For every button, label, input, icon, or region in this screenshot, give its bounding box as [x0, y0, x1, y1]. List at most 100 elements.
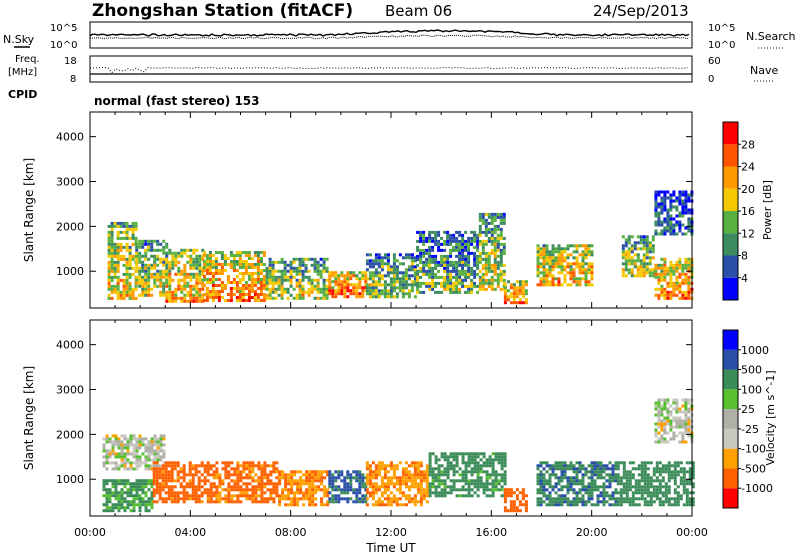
range-gate-cell: [230, 467, 234, 471]
range-gate-cell: [490, 284, 494, 288]
range-gate-cell: [509, 295, 513, 299]
range-gate-cell: [386, 494, 390, 498]
range-gate-cell: [168, 263, 172, 267]
range-gate-cell: [150, 443, 154, 447]
range-gate-cell: [125, 287, 129, 291]
range-gate-cell: [572, 262, 576, 266]
range-gate-cell: [380, 476, 384, 480]
range-gate-cell: [545, 464, 549, 468]
range-gate-cell: [621, 274, 625, 278]
range-gate-cell: [422, 473, 426, 477]
range-gate-cell: [416, 461, 420, 465]
range-gate-cell: [135, 455, 139, 459]
range-gate-cell: [551, 244, 555, 248]
range-gate-cell: [116, 269, 120, 273]
range-gate-cell: [551, 253, 555, 257]
range-gate-cell: [652, 485, 656, 489]
range-gate-cell: [434, 230, 438, 234]
range-gate-cell: [180, 287, 184, 291]
range-gate-cell: [682, 467, 686, 471]
range-gate-cell: [377, 473, 381, 477]
range-gate-cell: [265, 275, 269, 279]
range-gate-cell: [102, 437, 106, 441]
range-gate-cell: [159, 275, 163, 279]
range-gate-cell: [368, 286, 372, 290]
range-gate-cell: [416, 257, 420, 261]
range-gate-cell: [131, 266, 135, 270]
range-gate-cell: [572, 250, 576, 254]
range-gate-cell: [191, 476, 195, 480]
range-gate-cell: [648, 250, 652, 254]
range-gate-cell: [578, 464, 582, 468]
range-gate-cell: [499, 227, 503, 231]
range-gate-cell: [138, 242, 142, 246]
range-gate-cell: [679, 497, 683, 501]
range-gate-cell: [361, 482, 365, 486]
range-gate-cell: [539, 253, 543, 257]
range-gate-cell: [105, 491, 109, 495]
range-gate-cell: [271, 281, 275, 285]
range-gate-cell: [512, 506, 516, 510]
range-gate-cell: [185, 485, 189, 489]
range-gate-cell: [269, 482, 273, 486]
range-gate-cell: [155, 479, 159, 483]
range-gate-cell: [296, 482, 300, 486]
range-gate-cell: [223, 263, 227, 266]
range-gate-cell: [637, 491, 641, 495]
range-gate-cell: [263, 470, 267, 474]
range-gate-cell: [171, 257, 175, 261]
range-gate-cell: [102, 464, 106, 468]
range-gate-cell: [455, 242, 459, 246]
range-gate-cell: [358, 482, 362, 486]
range-gate-cell: [128, 275, 132, 279]
range-gate-cell: [343, 277, 347, 281]
range-gate-cell: [186, 272, 190, 276]
range-gate-cell: [272, 488, 276, 492]
range-gate-cell: [278, 476, 282, 480]
nave-label: Nave: [750, 64, 778, 77]
range-gate-cell: [688, 473, 692, 477]
range-gate-cell: [596, 503, 600, 507]
range-gate-cell: [116, 254, 120, 258]
range-gate-cell: [340, 289, 344, 293]
range-gate-cell: [518, 283, 522, 287]
range-gate-cell: [132, 455, 136, 459]
range-gate-cell: [138, 293, 142, 297]
range-gate-cell: [578, 253, 582, 257]
range-gate-cell: [539, 277, 543, 281]
range-gate-cell: [663, 407, 667, 411]
range-gate-cell: [440, 470, 444, 474]
range-gate-cell: [343, 289, 347, 293]
range-gate-cell: [161, 479, 165, 483]
freq-unit-label: [MHz]: [8, 67, 37, 78]
range-gate-cell: [633, 265, 637, 269]
range-gate-cell: [663, 278, 667, 282]
range-gate-cell: [377, 295, 381, 299]
range-gate-cell: [614, 503, 618, 507]
range-gate-cell: [581, 256, 585, 260]
range-gate-cell: [392, 500, 396, 504]
range-gate-cell: [449, 251, 453, 255]
range-gate-cell: [164, 464, 168, 468]
range-gate-cell: [120, 503, 124, 507]
range-gate-cell: [660, 211, 664, 215]
range-gate-cell: [144, 446, 148, 450]
range-gate-cell: [497, 479, 501, 483]
range-gate-cell: [428, 230, 432, 234]
range-gate-cell: [389, 280, 393, 284]
range-gate-cell: [401, 470, 405, 474]
range-gate-cell: [440, 260, 444, 264]
range-gate-cell: [669, 425, 673, 429]
range-gate-cell: [313, 260, 317, 264]
range-gate-cell: [120, 497, 124, 501]
range-gate-cell: [642, 235, 646, 239]
range-gate-cell: [575, 467, 579, 471]
range-gate-cell: [224, 467, 228, 471]
range-gate-cell: [630, 235, 634, 239]
range-gate-cell: [298, 278, 302, 282]
range-gate-cell: [274, 269, 278, 273]
range-gate-cell: [235, 284, 239, 287]
range-gate-cell: [422, 281, 426, 285]
range-gate-cell: [194, 464, 198, 468]
range-gate-cell: [245, 461, 249, 465]
